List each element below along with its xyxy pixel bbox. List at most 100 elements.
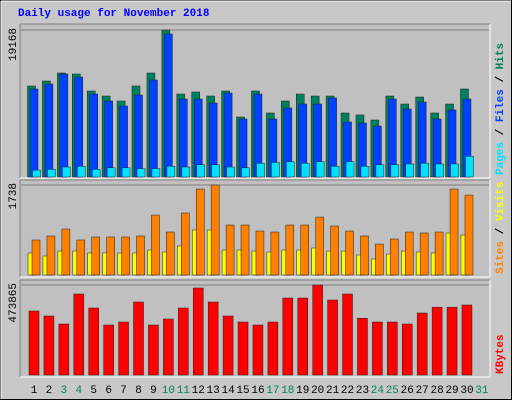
bar	[226, 166, 235, 178]
bar	[431, 306, 443, 376]
bar	[372, 321, 383, 376]
bar	[270, 231, 280, 276]
bar	[402, 323, 413, 376]
bar	[181, 212, 190, 276]
legend-separator: /	[495, 69, 507, 89]
bar	[285, 224, 295, 276]
bar	[179, 98, 188, 178]
bar	[446, 306, 458, 376]
bar	[121, 167, 131, 178]
bar	[375, 243, 384, 276]
bar	[151, 168, 161, 178]
bar	[330, 166, 340, 178]
x-tick-label: 4	[75, 385, 82, 397]
bar	[449, 188, 459, 276]
bar	[195, 188, 205, 276]
bar	[74, 76, 84, 178]
x-tick-label: 21	[326, 385, 340, 397]
bar	[166, 231, 175, 276]
bar	[387, 321, 398, 376]
x-tick-label: 17	[266, 385, 279, 397]
x-tick-label: 18	[281, 385, 294, 397]
legend-entry: Files	[495, 89, 507, 122]
bar	[121, 236, 130, 276]
x-tick-label: 31	[475, 385, 489, 397]
bar	[77, 166, 86, 178]
x-tick-label: 16	[251, 385, 264, 397]
bar	[207, 301, 219, 376]
x-tick-label: 12	[192, 385, 205, 397]
bar	[345, 161, 355, 178]
bar	[328, 97, 337, 178]
x-tick-label: 27	[416, 385, 429, 397]
bar	[210, 184, 220, 276]
x-tick-label: 13	[207, 385, 220, 397]
legend: Sites / Visits	[495, 182, 507, 274]
bar	[59, 73, 69, 178]
bar	[267, 321, 279, 376]
bar	[300, 162, 310, 178]
bar	[330, 225, 339, 276]
bar	[44, 83, 54, 178]
x-tick-label: 6	[105, 385, 112, 397]
bar	[315, 161, 325, 178]
bar	[62, 166, 71, 178]
x-tick-label: 22	[341, 385, 354, 397]
x-tick-label: 26	[401, 385, 414, 397]
x-tick-label: 29	[445, 385, 458, 397]
bar	[211, 164, 220, 178]
bar	[136, 235, 145, 276]
bar	[419, 232, 429, 276]
legend: KBytes	[495, 334, 507, 374]
x-tick-label: 8	[135, 385, 142, 397]
bar	[435, 163, 444, 178]
bar	[345, 230, 354, 276]
bar	[73, 293, 85, 376]
bar	[43, 315, 55, 376]
x-tick-label: 14	[221, 385, 235, 397]
legend-entry: Hits	[495, 43, 507, 69]
x-tick-label: 23	[356, 385, 369, 397]
legend: Pages / Files / Hits	[495, 43, 507, 175]
bar	[89, 93, 98, 178]
bar	[223, 92, 233, 178]
bar	[104, 100, 113, 178]
bar	[61, 228, 71, 276]
x-tick-label: 25	[386, 385, 399, 397]
bar	[28, 310, 40, 376]
bar	[106, 236, 115, 276]
bar	[46, 235, 56, 276]
x-tick-label: 5	[90, 385, 97, 397]
bar	[106, 167, 116, 178]
y-tick-label: 473865	[8, 283, 20, 323]
y-tick-label: 1738	[8, 183, 20, 209]
bar	[148, 324, 159, 376]
bar	[88, 307, 99, 376]
bar	[360, 166, 370, 178]
bar	[118, 321, 129, 376]
x-tick-label: 10	[162, 385, 175, 397]
bar	[420, 162, 429, 178]
x-tick-label: 7	[120, 385, 127, 397]
bar	[286, 161, 295, 178]
legend-entry: Pages	[495, 142, 507, 175]
bar	[136, 168, 146, 178]
bar	[315, 216, 324, 276]
x-tick-label: 2	[46, 385, 53, 397]
bar	[327, 299, 338, 376]
bar	[163, 318, 174, 376]
bar	[450, 163, 459, 178]
bar	[91, 169, 101, 178]
bar	[91, 236, 100, 276]
chart-title: Daily usage for November 2018	[18, 8, 210, 20]
bar	[271, 162, 280, 178]
bar	[297, 297, 308, 376]
bar	[464, 194, 474, 276]
x-tick-label: 20	[311, 385, 324, 397]
bar	[416, 312, 428, 376]
bar	[240, 224, 250, 276]
legend-entry: KBytes	[495, 334, 507, 374]
bar	[225, 224, 235, 276]
bar	[149, 79, 158, 178]
